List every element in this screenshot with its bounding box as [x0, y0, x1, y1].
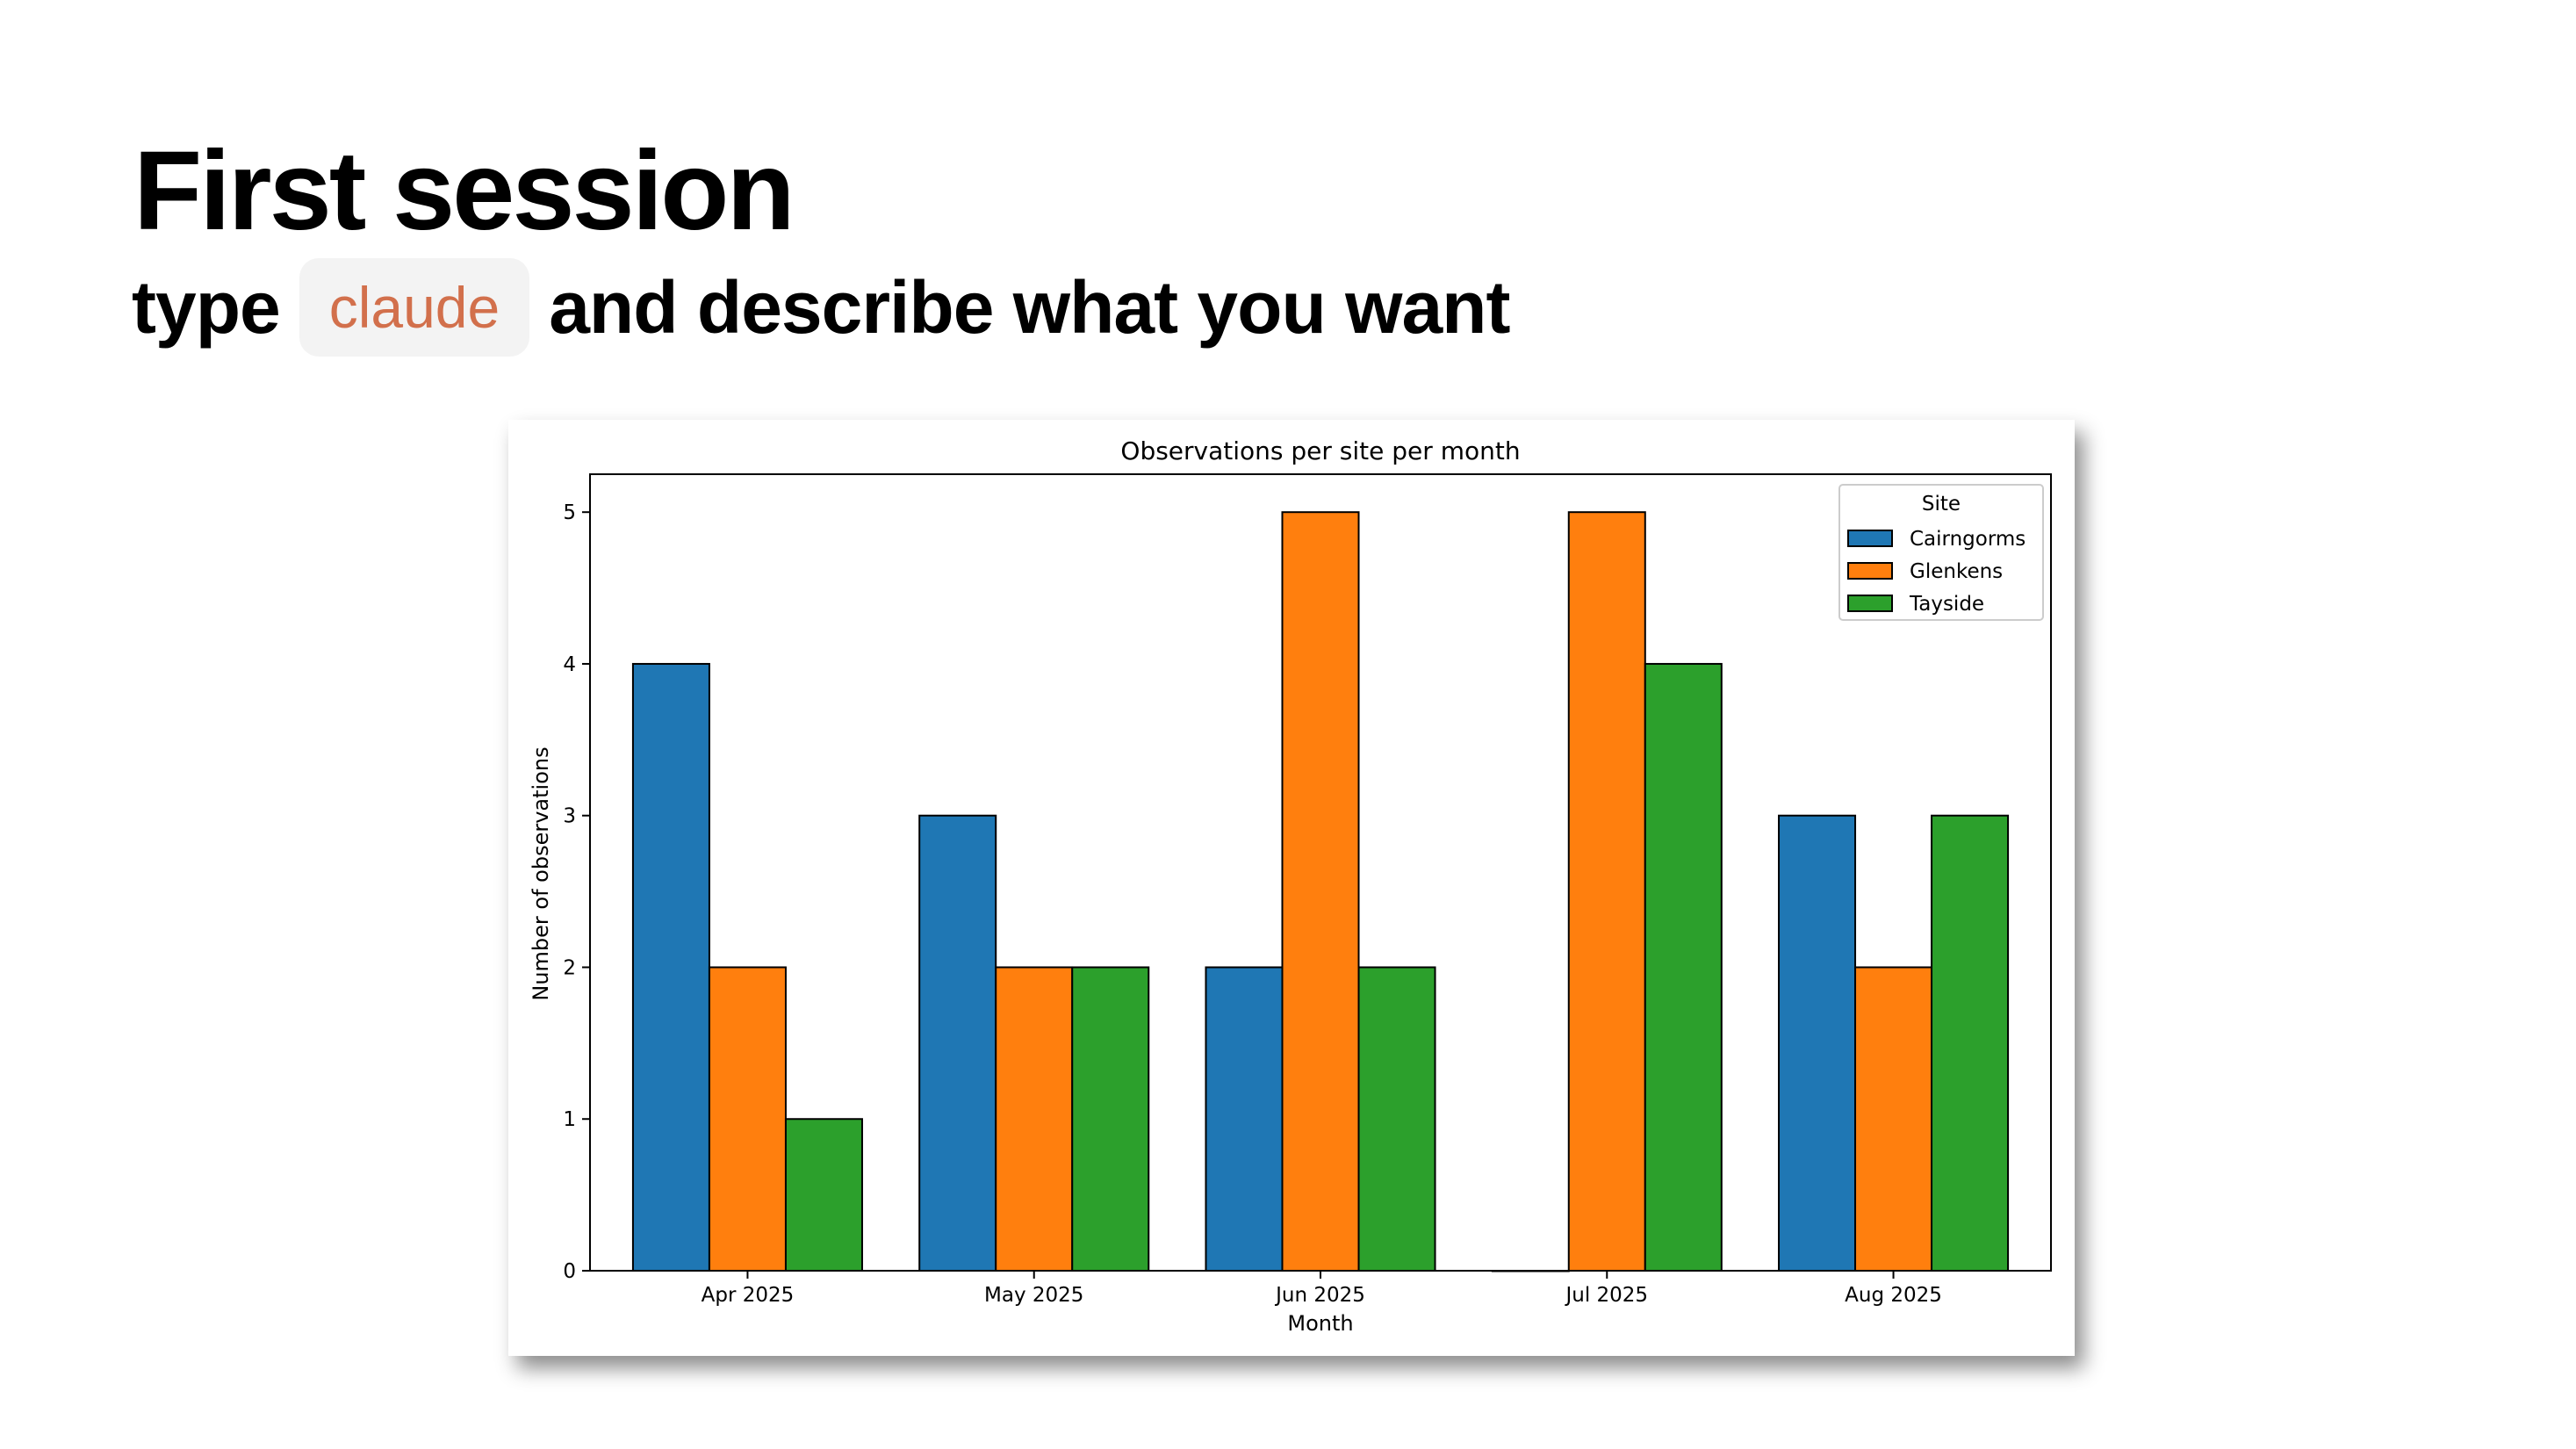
legend-swatch-cairngorms — [1847, 530, 1893, 547]
bar-glenkens-jul-2025 — [1567, 511, 1646, 1272]
bar-tayside-jun-2025 — [1357, 966, 1436, 1272]
bar-glenkens-apr-2025 — [708, 966, 787, 1272]
x-tick-label: Apr 2025 — [702, 1284, 795, 1307]
subtitle-suffix: and describe what you want — [549, 265, 1510, 349]
x-tick-label: Aug 2025 — [1845, 1284, 1942, 1307]
y-tick-label: 2 — [563, 956, 576, 979]
bar-tayside-apr-2025 — [784, 1118, 863, 1272]
bar-cairngorms-aug-2025 — [1778, 814, 1857, 1272]
bar-tayside-jul-2025 — [1644, 662, 1723, 1272]
bar-glenkens-jun-2025 — [1281, 511, 1360, 1272]
ticks-layer: 0 1 2 3 4 5 Apr 2025 May 2025 Jun 2025 Jul 2025 Au… — [563, 501, 1942, 1307]
slide-subtitle: type claude and describe what you want — [132, 256, 1510, 358]
subtitle-prefix: type — [132, 265, 281, 349]
bars-layer — [631, 511, 2010, 1272]
command-code-pill: claude — [299, 258, 530, 357]
legend-label-glenkens: Glenkens — [1910, 560, 2003, 583]
legend-label-cairngorms: Cairngorms — [1910, 528, 2026, 551]
y-axis-label: Number of observations — [529, 746, 553, 1000]
legend-title: Site — [1922, 493, 1961, 515]
chart-title: Observations per site per month — [1120, 436, 1520, 465]
x-tick-label: Jul 2025 — [1564, 1284, 1648, 1307]
legend-label-tayside: Tayside — [1909, 593, 1984, 616]
legend-box — [1838, 484, 2044, 621]
legend-swatch-tayside — [1847, 595, 1893, 612]
x-tick-label: May 2025 — [984, 1284, 1083, 1307]
bar-glenkens-aug-2025 — [1854, 966, 1933, 1272]
x-axis-label: Month — [1287, 1311, 1353, 1336]
bar-cairngorms-may-2025 — [918, 814, 997, 1272]
bar-tayside-aug-2025 — [1931, 814, 2010, 1272]
chart-card: Observations per site per month Month Nu… — [508, 420, 2075, 1356]
y-tick-label: 5 — [563, 501, 576, 524]
y-tick-label: 4 — [563, 653, 576, 676]
plot-frame — [589, 473, 2052, 1272]
y-tick-label: 3 — [563, 805, 576, 828]
bar-tayside-may-2025 — [1071, 966, 1150, 1272]
y-tick-label: 0 — [563, 1260, 576, 1283]
x-tick-label: Jun 2025 — [1274, 1284, 1365, 1307]
bar-cairngorms-jun-2025 — [1205, 966, 1284, 1272]
slide-title: First session — [133, 128, 795, 254]
bar-chart: Observations per site per month Month Nu… — [529, 436, 2052, 1336]
legend: Site Cairngorms Glenkens Tayside — [1838, 484, 2044, 621]
bar-glenkens-may-2025 — [995, 966, 1074, 1272]
y-tick-label: 1 — [563, 1108, 576, 1131]
legend-swatch-glenkens — [1847, 562, 1893, 580]
bar-cairngorms-apr-2025 — [631, 662, 710, 1272]
